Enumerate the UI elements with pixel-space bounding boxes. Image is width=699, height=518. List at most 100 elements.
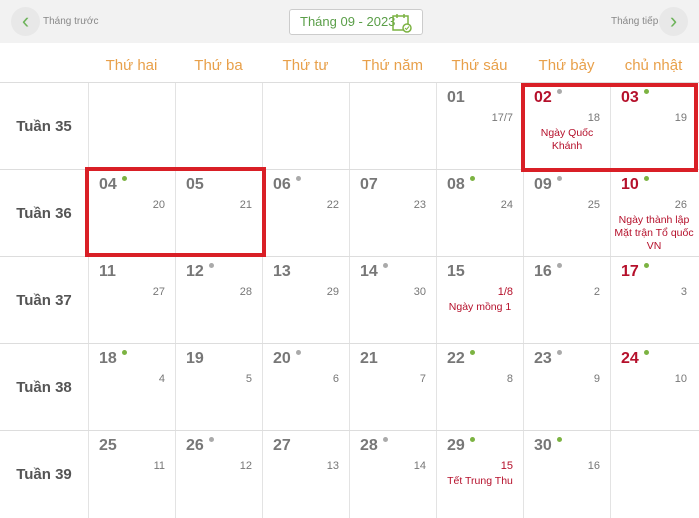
lunar-date: 30 [413,286,426,298]
day-number: 24 [621,350,639,367]
day-number: 01 [447,89,465,106]
lunar-date: 1/8 [497,286,513,298]
chevron-right-icon[interactable]: › [659,7,688,36]
day-cell[interactable]: 18 4 [88,344,175,431]
day-cell [349,83,436,170]
day-cell[interactable]: 07 23 [349,170,436,257]
day-cell[interactable]: 24 10 [610,344,697,431]
day-cell[interactable]: 28 14 [349,431,436,518]
event-dot-icon [383,263,388,268]
event-dot-icon [122,176,127,181]
day-number: 12 [186,263,204,280]
lunar-date: 16 [587,460,600,472]
day-cell[interactable]: 30 16 [523,431,610,518]
day-number: 22 [447,350,465,367]
lunar-date: 3 [680,286,687,298]
day-number: 07 [360,176,378,193]
day-number: 29 [447,437,465,454]
day-number: 15 [447,263,465,280]
day-cell[interactable]: 27 13 [262,431,349,518]
day-number: 10 [621,176,639,193]
event-dot-icon [383,437,388,442]
day-number: 13 [273,263,291,280]
day-number: 14 [360,263,378,280]
day-number: 27 [273,437,291,454]
weekday-header: Thứ ba [194,57,243,74]
lunar-date: 5 [245,373,252,385]
day-cell[interactable]: 10 26 Ngày thành lập Mặt trận Tổ quốc VN [610,170,697,257]
day-cell[interactable]: 29 15 Tết Trung Thu [436,431,523,518]
lunar-date: 29 [326,286,339,298]
event-dot-icon [209,263,214,268]
day-number: 25 [99,437,117,454]
event-dot-icon [557,263,562,268]
day-cell[interactable]: 02 18 Ngày Quốc Khánh [523,83,610,170]
lunar-date: 18 [587,112,600,124]
week-label: Tuần 38 [16,379,72,396]
day-cell[interactable]: 22 8 [436,344,523,431]
day-number: 08 [447,176,465,193]
week-label: Tuần 35 [16,118,72,135]
day-cell [262,83,349,170]
event-dot-icon [209,437,214,442]
lunar-date: 13 [326,460,339,472]
lunar-date: 6 [332,373,339,385]
day-cell[interactable]: 17 3 [610,257,697,344]
week-row: Tuần 35 01 17/7 02 18 Ngày Quốc Khánh 03 19 [0,82,699,170]
day-number: 21 [360,350,378,367]
day-cell[interactable]: 11 27 [88,257,175,344]
day-cell[interactable]: 04 20 [88,170,175,257]
day-cell[interactable]: 23 9 [523,344,610,431]
event-dot-icon [644,176,649,181]
weekday-header: Thứ sáu [451,57,508,74]
day-number: 03 [621,89,639,106]
event-dot-icon [296,350,301,355]
day-cell[interactable]: 09 25 [523,170,610,257]
calendar-check-icon [392,14,412,33]
day-cell[interactable]: 14 30 [349,257,436,344]
day-cell[interactable]: 19 5 [175,344,262,431]
day-cell[interactable]: 06 22 [262,170,349,257]
day-cell[interactable]: 08 24 [436,170,523,257]
month-picker-button[interactable]: Tháng 09 - 2023 [289,9,423,35]
week-label: Tuần 39 [16,466,72,483]
day-cell[interactable]: 13 29 [262,257,349,344]
week-row: Tuần 36 04 20 05 21 06 22 07 23 08 24 09 25 10 26 Ngày … [0,169,699,257]
lunar-date: 22 [326,199,339,211]
day-cell[interactable]: 01 17/7 [436,83,523,170]
lunar-date: 17/7 [491,112,513,124]
prev-month-link[interactable]: Tháng trước [43,16,99,27]
week-row: Tuần 38 18 4 19 5 20 6 21 7 22 8 23 9 24 10 [0,343,699,431]
weekday-header: Thứ năm [362,57,423,74]
lunar-date: 25 [587,199,600,211]
lunar-date: 11 [153,460,165,472]
lunar-date: 2 [593,286,600,298]
event-dot-icon [470,350,475,355]
day-cell[interactable]: 20 6 [262,344,349,431]
holiday-label: Ngày mồng 1 [448,301,512,313]
day-number: 28 [360,437,378,454]
lunar-date: 20 [152,199,165,211]
day-cell[interactable]: 05 21 [175,170,262,257]
event-dot-icon [296,176,301,181]
day-number: 06 [273,176,291,193]
lunar-date: 4 [158,373,165,385]
week-row: Tuần 39 25 11 26 12 27 13 28 14 29 15 Tết Trung Thu… [0,430,699,518]
next-month-link[interactable]: Tháng tiếp [611,16,659,27]
event-dot-icon [557,350,562,355]
holiday-label: Ngày Quốc Khánh [540,127,594,152]
day-cell[interactable]: 12 28 [175,257,262,344]
day-cell[interactable]: 25 11 [88,431,175,518]
week-label: Tuần 37 [16,292,72,309]
lunar-date: 28 [239,286,252,298]
day-cell[interactable]: 21 7 [349,344,436,431]
day-cell[interactable]: 16 2 [523,257,610,344]
weekday-header: Thứ bảy [538,57,595,74]
day-cell[interactable]: 26 12 [175,431,262,518]
day-cell[interactable]: 15 1/8 Ngày mồng 1 [436,257,523,344]
lunar-date: 26 [674,199,687,211]
lunar-date: 12 [239,460,252,472]
day-cell[interactable]: 03 19 [610,83,697,170]
chevron-left-icon[interactable]: ‹ [11,7,40,36]
